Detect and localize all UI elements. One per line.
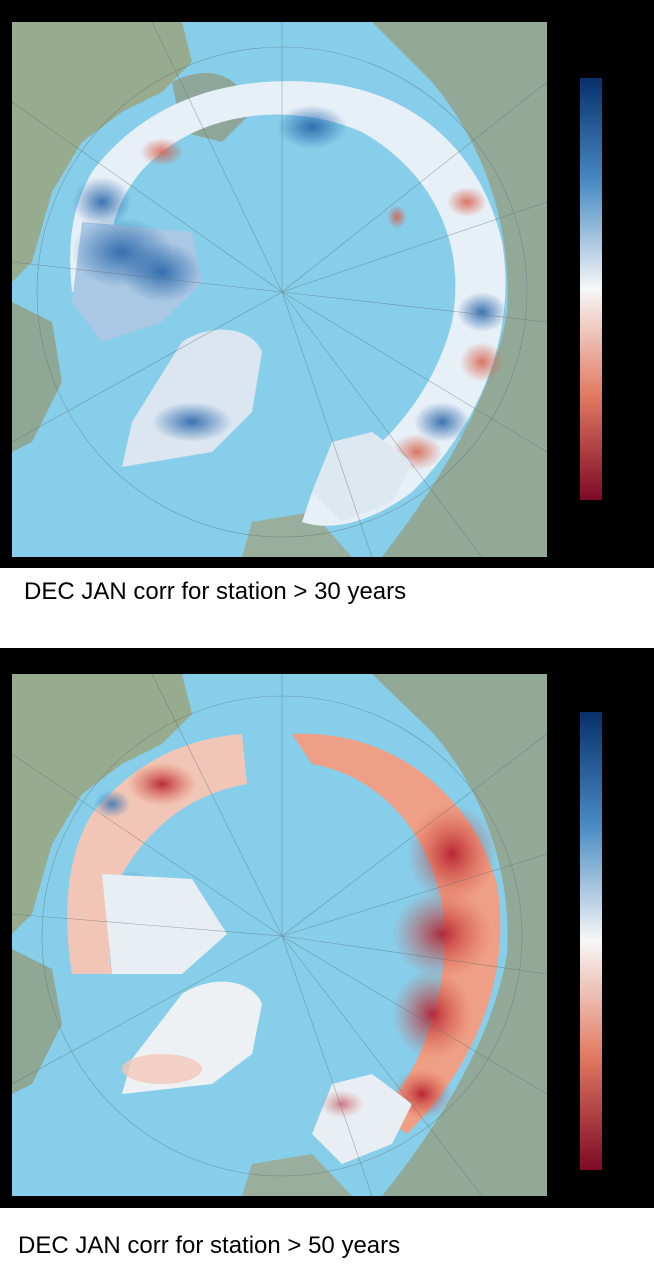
north-america-land (12, 674, 192, 934)
colorbar-30-years (580, 78, 602, 500)
graticule (12, 22, 547, 557)
eurasia-land (372, 22, 547, 557)
map-panel-30-years (0, 0, 654, 568)
caption-30-years: DEC JAN corr for station > 30 years (24, 578, 407, 605)
eurasia-land (372, 674, 547, 1196)
south-land (242, 1154, 352, 1196)
archipelago-field (102, 874, 227, 974)
graticule (12, 674, 547, 1196)
map-panel-50-years (0, 648, 654, 1208)
colorbar-50-years (580, 712, 602, 1170)
greenland-field (122, 329, 262, 467)
caption-50-years: DEC JAN corr for station > 50 years (18, 1232, 401, 1259)
polar-map-50-years (12, 674, 547, 1196)
hudson-bay-land (12, 302, 62, 452)
south-land (242, 512, 352, 557)
hudson-bay-land (12, 949, 62, 1094)
north-america-land (12, 22, 192, 282)
polar-map-30-years (12, 22, 547, 557)
